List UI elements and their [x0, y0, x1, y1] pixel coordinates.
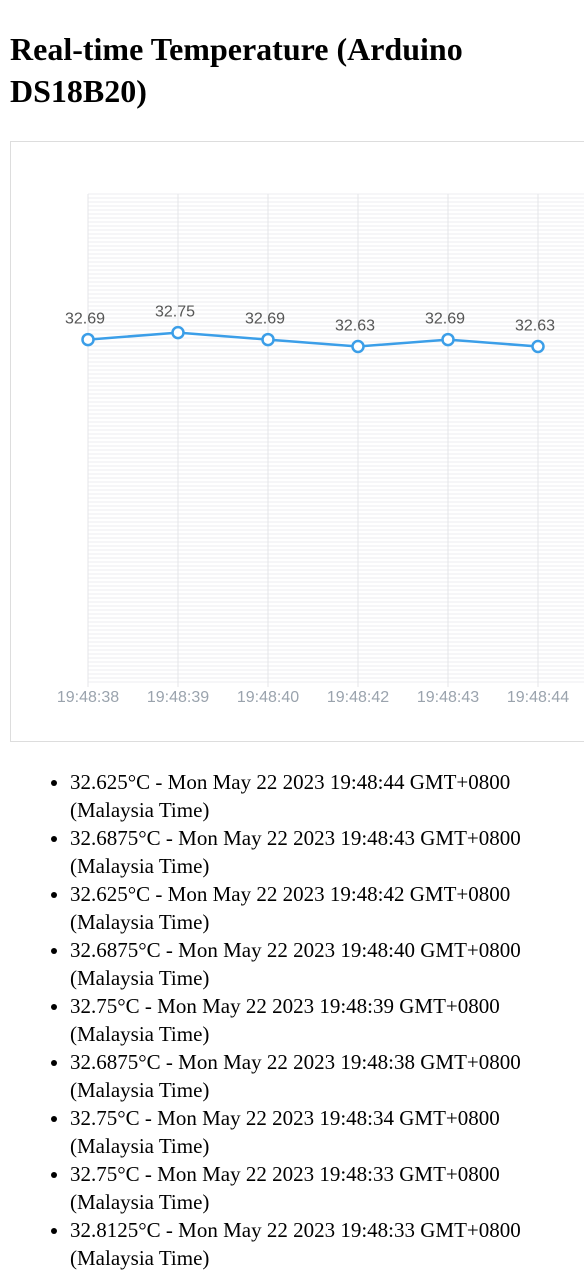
data-point — [531, 339, 545, 354]
reading-item: 32.75°C - Mon May 22 2023 19:48:39 GMT+0… — [70, 992, 580, 1048]
data-label: 32.69 — [425, 311, 465, 328]
x-tick-label: 19:48:39 — [147, 689, 209, 706]
reading-item: 32.6875°C - Mon May 22 2023 19:48:43 GMT… — [70, 824, 580, 880]
reading-item: 32.8125°C - Mon May 22 2023 19:48:33 GMT… — [70, 1216, 580, 1272]
page-title: Real-time Temperature (Arduino DS18B20) — [10, 31, 463, 109]
reading-item: 32.75°C - Mon May 22 2023 19:48:33 GMT+0… — [70, 1160, 580, 1216]
data-point — [351, 339, 365, 354]
reading-item: 32.6875°C - Mon May 22 2023 19:48:40 GMT… — [70, 936, 580, 992]
data-label: 32.75 — [155, 304, 195, 321]
data-label: 32.63 — [515, 318, 555, 335]
readings-list: 32.625°C - Mon May 22 2023 19:48:44 GMT+… — [30, 768, 580, 1272]
reading-item: 32.625°C - Mon May 22 2023 19:48:44 GMT+… — [70, 768, 580, 824]
data-point — [261, 332, 275, 347]
x-tick-label: 19:48:43 — [417, 689, 479, 706]
data-point — [171, 325, 185, 340]
x-tick-label: 19:48:40 — [237, 689, 299, 706]
data-label: 32.63 — [335, 318, 375, 335]
reading-item: 32.75°C - Mon May 22 2023 19:48:34 GMT+0… — [70, 1104, 580, 1160]
x-tick-label: 19:48:38 — [57, 689, 119, 706]
data-point — [81, 332, 95, 347]
grid-lines — [87, 193, 584, 687]
reading-item: 32.6875°C - Mon May 22 2023 19:48:38 GMT… — [70, 1048, 580, 1104]
data-label: 32.69 — [65, 311, 105, 328]
temperature-chart: 19:48:38 19:48:39 19:48:40 19:48:42 19:48:43… — [10, 141, 584, 742]
data-point — [441, 332, 455, 347]
x-tick-label: 19:48:42 — [327, 689, 389, 706]
data-label: 32.69 — [245, 311, 285, 328]
reading-item: 32.625°C - Mon May 22 2023 19:48:42 GMT+… — [70, 880, 580, 936]
line-chart: 19:48:38 19:48:39 19:48:40 19:48:42 19:48:43… — [57, 193, 584, 706]
series-line — [87, 331, 539, 348]
x-tick-label: 19:48:44 — [507, 689, 569, 706]
